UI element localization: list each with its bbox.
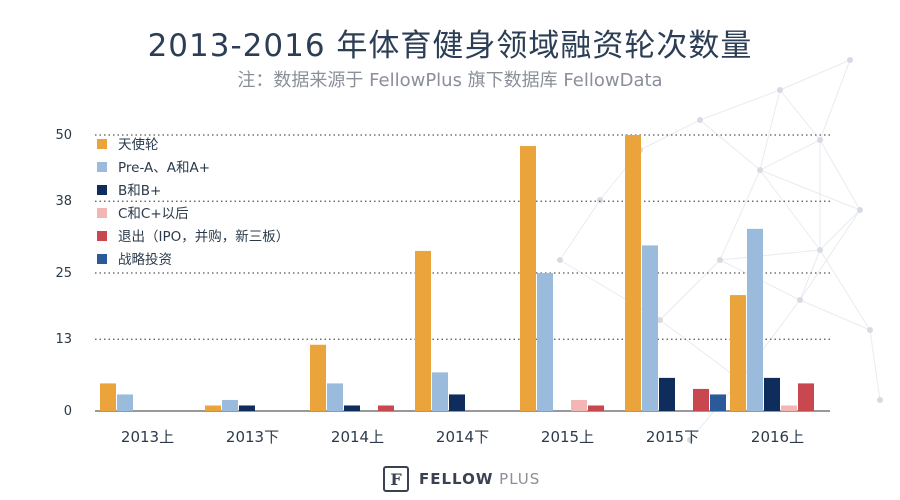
network-line bbox=[699, 119, 761, 171]
legend-label: 天使轮 bbox=[118, 136, 159, 153]
bar bbox=[537, 273, 553, 411]
network-line bbox=[719, 169, 761, 261]
network-line bbox=[759, 139, 821, 171]
y-tick-label: 50 bbox=[55, 128, 72, 143]
fellowplus-logo-icon: F bbox=[383, 466, 409, 492]
network-node bbox=[717, 257, 723, 263]
network-node bbox=[867, 327, 873, 333]
x-tick-label: 2015上 bbox=[541, 428, 594, 446]
bar bbox=[642, 245, 658, 411]
legend-swatch bbox=[97, 208, 107, 218]
bar bbox=[415, 250, 431, 411]
bar bbox=[344, 405, 360, 411]
legend-label: C和C+以后 bbox=[118, 206, 189, 222]
x-tick-label: 2014上 bbox=[331, 428, 384, 446]
network-line bbox=[819, 59, 851, 141]
bar bbox=[520, 146, 536, 412]
bar bbox=[571, 399, 587, 411]
network-node bbox=[847, 57, 853, 63]
network-line bbox=[819, 249, 871, 331]
y-tick-label: 13 bbox=[55, 332, 72, 347]
network-node bbox=[817, 137, 823, 143]
bar bbox=[449, 394, 465, 411]
chart-title: 2013-2016 年体育健身领域融资轮次数量 bbox=[147, 28, 753, 64]
bar bbox=[239, 405, 255, 411]
network-node bbox=[597, 197, 603, 203]
bar bbox=[747, 228, 763, 411]
network-node bbox=[657, 317, 663, 323]
network-line bbox=[759, 169, 821, 251]
bar bbox=[659, 377, 675, 411]
network-line bbox=[639, 119, 701, 151]
bar bbox=[327, 383, 343, 411]
y-tick-label: 25 bbox=[55, 266, 72, 281]
network-line bbox=[759, 169, 861, 211]
network-line bbox=[869, 329, 881, 401]
brand-name-light: PLUS bbox=[499, 470, 541, 488]
bar bbox=[222, 399, 238, 411]
network-line bbox=[799, 299, 871, 331]
bar bbox=[100, 383, 116, 411]
network-node bbox=[797, 297, 803, 303]
x-tick-label: 2016上 bbox=[751, 428, 804, 446]
network-line bbox=[779, 59, 851, 91]
network-line bbox=[779, 89, 821, 141]
bar bbox=[798, 383, 814, 411]
y-tick-label: 0 bbox=[64, 404, 72, 419]
network-line bbox=[799, 249, 821, 301]
network-line bbox=[819, 139, 861, 211]
network-node bbox=[777, 87, 783, 93]
bar bbox=[625, 135, 641, 411]
bar bbox=[205, 405, 221, 411]
x-tick-label: 2014下 bbox=[436, 428, 489, 446]
network-node bbox=[857, 207, 863, 213]
network-line bbox=[559, 199, 601, 261]
network-line bbox=[819, 209, 861, 251]
bar bbox=[693, 388, 709, 411]
brand-name: FELLOW PLUS bbox=[419, 470, 540, 488]
network-line bbox=[759, 89, 781, 171]
legend-label: Pre-A、A和A+ bbox=[118, 160, 210, 176]
network-line bbox=[699, 89, 781, 121]
network-node bbox=[687, 437, 693, 443]
network-node bbox=[697, 117, 703, 123]
bar bbox=[764, 377, 780, 411]
bar bbox=[781, 405, 797, 411]
legend-swatch bbox=[97, 231, 107, 241]
network-line bbox=[719, 249, 821, 261]
bar bbox=[730, 295, 746, 411]
bar bbox=[432, 372, 448, 411]
y-tick-label: 38 bbox=[55, 194, 72, 209]
legend-label: 战略投资 bbox=[118, 252, 172, 268]
network-node bbox=[757, 167, 763, 173]
bar bbox=[710, 394, 726, 411]
x-tick-label: 2013上 bbox=[121, 428, 174, 446]
x-tick-label: 2013下 bbox=[226, 428, 279, 446]
legend-swatch bbox=[97, 162, 107, 172]
chart-subtitle: 注：数据来源于 FellowPlus 旗下数据库 FellowData bbox=[237, 70, 663, 91]
legend-label: 退出（IPO，并购，新三板） bbox=[118, 229, 289, 245]
network-node bbox=[877, 397, 883, 403]
footer-logo: F FELLOW PLUS bbox=[383, 464, 540, 494]
network-line bbox=[799, 209, 861, 301]
legend-swatch bbox=[97, 185, 107, 195]
brand-name-bold: FELLOW bbox=[419, 470, 494, 488]
legend-swatch bbox=[97, 139, 107, 149]
bar bbox=[378, 405, 394, 411]
background-network bbox=[557, 57, 883, 443]
legend-swatch bbox=[97, 254, 107, 264]
network-node bbox=[557, 257, 563, 263]
network-line bbox=[659, 319, 741, 381]
x-tick-label: 2015下 bbox=[646, 428, 699, 446]
network-line bbox=[659, 259, 721, 321]
bar bbox=[310, 344, 326, 411]
network-node bbox=[817, 247, 823, 253]
bar bbox=[117, 394, 133, 411]
bar bbox=[588, 405, 604, 411]
bar-chart: 0 13 25 38 50 2013上 2013下 2014上 2014下 2015上 2015下 2… bbox=[55, 57, 883, 446]
legend-label: B和B+ bbox=[118, 183, 161, 199]
